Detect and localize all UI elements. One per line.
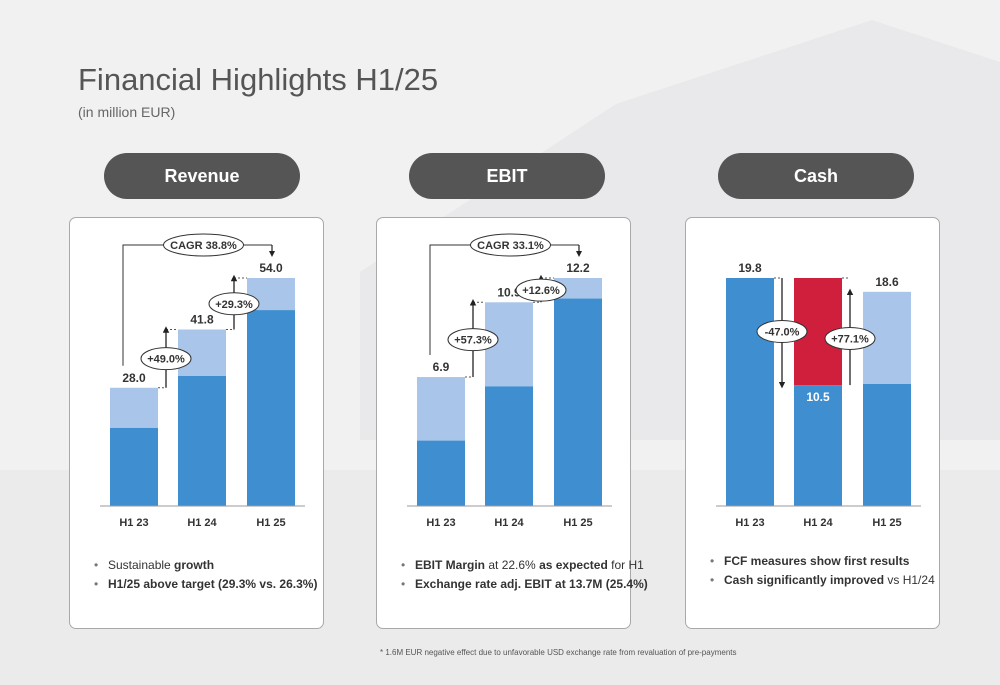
cash-bullets: FCF measures show first results Cash sig… [710,554,935,592]
bar-dark-segment [726,278,774,506]
bar-dark-segment [794,385,842,506]
cagr-bubble [163,233,244,257]
x-tick-label: H1 23 [735,517,764,529]
cash-panel: 19.8 H1 23 10.5 H1 24 18.6 H1 25 -47.0% +77.1% … [685,217,940,629]
bar-dark-segment [554,298,602,506]
bullet-item: Exchange rate adj. EBIT at 13.7M (25.4%) [401,577,648,591]
bar-dark-segment [485,386,533,506]
ebit-chart: 6.9 H1 23 10.9 H1 24 12.2 H1 25 +57.3% +12.6% CA… [407,233,612,529]
growth-bubble [824,326,876,350]
data-label: 54.0 [259,261,283,275]
growth-bubble [140,347,192,371]
ebit-header: EBIT [409,153,605,199]
data-label: 10.5 [806,390,830,404]
bar-light-segment [110,387,158,428]
x-tick-label: H1 24 [803,517,833,529]
x-tick-label: H1 23 [426,517,455,529]
growth-bubble [756,320,808,344]
bullet-item: Cash significantly improved vs H1/24 [710,573,935,587]
x-tick-label: H1 25 [872,517,901,529]
ebit-panel: 6.9 H1 23 10.9 H1 24 12.2 H1 25 +57.3% +12.6% CA… [376,217,648,629]
bar-dark-segment [417,440,465,506]
revenue-chart: 28.0 H1 23 41.8 H1 24 54.0 H1 25 +49.0% +29.3% C… [100,233,305,529]
bullet-tail: at 22.6% as expected for H1 [485,558,644,572]
bar-dark-segment [863,383,911,506]
growth-bubble [447,328,499,352]
bullet-item: FCF measures show first results [710,554,935,568]
x-tick-label: H1 23 [119,517,148,529]
data-label: 28.0 [122,371,146,385]
bar-dark-segment [247,310,295,506]
bullet-item: H1/25 above target (29.3% vs. 26.3%) [94,577,317,591]
growth-annotation: +29.3% [215,299,253,311]
growth-annotation: +12.6% [522,285,560,297]
growth-bubble [515,278,567,302]
bullet-item: EBIT Margin at 22.6% as expected for H1 [401,558,648,572]
x-tick-label: H1 25 [256,517,285,529]
x-tick-label: H1 24 [187,517,217,529]
bar-dark-segment [178,375,226,506]
bar-light-segment [554,278,602,299]
bar-dark-segment [110,427,158,506]
cagr-label: CAGR 38.8% [170,240,237,252]
cash-chart: 19.8 H1 23 10.5 H1 24 18.6 H1 25 -47.0% +77.1% [716,261,921,529]
growth-annotation: +57.3% [454,335,492,347]
growth-bubble [208,292,260,316]
data-label: 19.8 [738,261,762,275]
revenue-header: Revenue [104,153,300,199]
page-subtitle: (in million EUR) [78,104,176,120]
ebit-bullets: EBIT Margin at 22.6% as expected for H1 … [401,558,648,596]
data-label: 10.9 [497,285,521,299]
growth-annotation: -47.0% [765,327,800,339]
cagr-bubble [470,233,551,257]
revenue-bullets: Sustainable growth H1/25 above target (2… [94,558,317,596]
data-label: 6.9 [433,360,450,374]
page-title: Financial Highlights H1/25 [78,62,439,97]
cagr-label: CAGR 33.1% [477,240,544,252]
data-label: 12.2 [566,261,590,275]
cash-header: Cash [718,153,914,199]
x-tick-label: H1 25 [563,517,592,529]
growth-annotation: +77.1% [831,333,869,345]
footnote: * 1.6M EUR negative effect due to unfavo… [380,648,737,657]
revenue-panel: 28.0 H1 23 41.8 H1 24 54.0 H1 25 +49.0% +29.3% C… [69,217,324,629]
bar-light-segment [417,377,465,441]
data-label: 41.8 [190,313,214,327]
data-label: 18.6 [875,275,899,289]
bullet-item: Sustainable growth [94,558,317,572]
growth-annotation: +49.0% [147,354,185,366]
x-tick-label: H1 24 [494,517,524,529]
